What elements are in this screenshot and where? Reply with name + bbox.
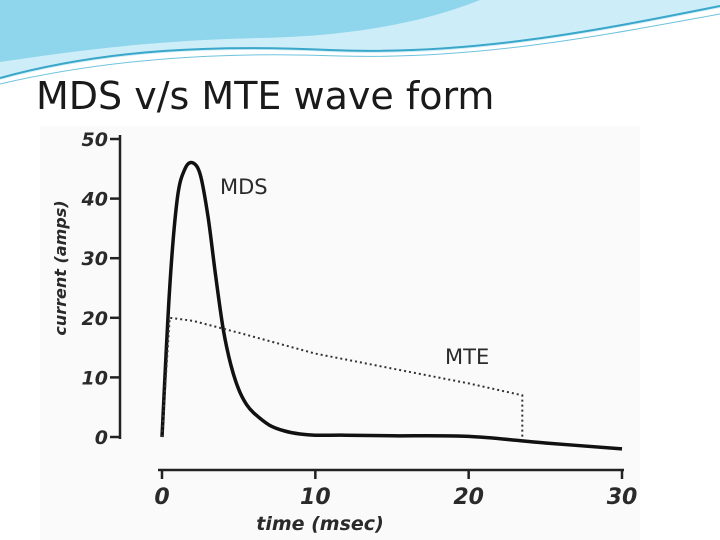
- slide-title: MDS v/s MTE wave form: [36, 74, 495, 118]
- header-swoosh-decoration: [0, 0, 720, 85]
- x-tick-label: 20: [453, 485, 484, 510]
- y-axis-title: current (amps): [51, 200, 70, 335]
- x-tick-label: 10: [300, 485, 331, 510]
- y-tick-label: 0: [95, 427, 108, 449]
- y-tick-label: 20: [82, 308, 108, 330]
- chart-axes: 0 10 20 30 40 50 0 10 20 30: [81, 129, 638, 510]
- series-label-mte: MTE: [445, 345, 489, 369]
- x-tick-label: 30: [607, 485, 638, 510]
- chart-labels: time (msec) current (amps) MDS MTE: [51, 175, 489, 535]
- header-swoosh-line-thin: [0, 13, 720, 85]
- y-tick-label: 10: [82, 367, 108, 389]
- x-axis-title: time (msec): [256, 513, 384, 535]
- y-tick-label: 30: [82, 248, 108, 270]
- series-line-mte: [161, 316, 524, 438]
- series-label-mds: MDS: [220, 175, 268, 199]
- chart-series: [160, 160, 623, 451]
- x-tick-label: 0: [154, 485, 169, 510]
- y-tick-label: 50: [82, 129, 108, 151]
- header-swoosh-line: [0, 5, 720, 79]
- header-swoosh-accent: [0, 0, 480, 62]
- y-tick-label: 40: [81, 189, 108, 211]
- series-line-mds: [160, 160, 623, 451]
